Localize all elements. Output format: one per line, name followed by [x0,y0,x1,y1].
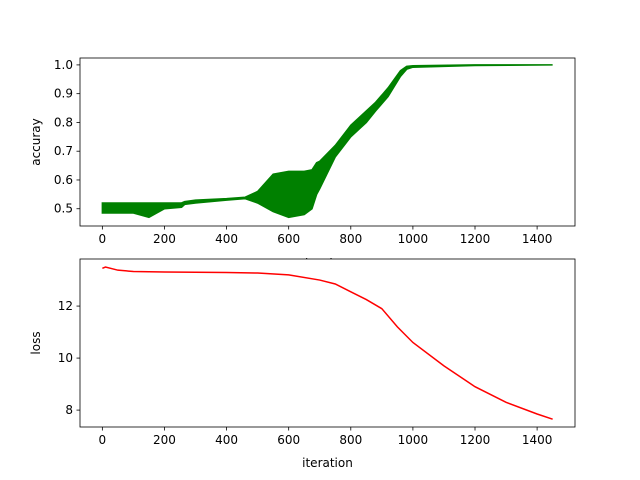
x-tick-label: 400 [215,433,238,447]
x-tick-label: 800 [339,232,362,246]
y-tick-label: 0.5 [54,202,73,216]
plot-area [80,58,575,226]
y-tick-label: 8 [65,403,73,417]
plot-area [80,259,575,427]
y-tick-label: 12 [58,299,73,313]
axes-frame [79,57,576,227]
x-tick-label: 1400 [522,232,553,246]
x-tick-label: 200 [153,433,176,447]
x-tick-label: 1400 [522,433,553,447]
accuracy-series [101,64,553,219]
accuracy-ylabel: accuray [29,118,43,166]
y-tick-label: 1.0 [54,58,73,72]
loss-series [102,266,553,420]
x-tick-label: 600 [277,232,300,246]
x-tick-label: 400 [215,232,238,246]
x-tick-label: 200 [153,232,176,246]
accuracy-axes: iteration 02004006008001000120014000.50.… [29,57,576,269]
loss-ylabel: loss [29,331,43,354]
y-tick-label: 0.8 [54,115,73,129]
loss-xlabel: iteration [302,456,353,470]
x-tick-label: 0 [99,433,107,447]
y-tick-label: 10 [58,351,73,365]
axes-frame [79,258,576,428]
x-tick-label: 1000 [398,433,429,447]
x-tick-label: 0 [99,232,107,246]
loss-axes: 0 200 400 600 800 1000 1200 1400 8 10 12 loss iterat… [29,258,576,470]
x-tick-label: 1200 [460,232,491,246]
x-tick-label: 800 [339,433,362,447]
x-tick-label: 1000 [398,232,429,246]
y-tick-label: 0.9 [54,87,73,101]
y-tick-label: 0.6 [54,173,73,187]
x-tick-label: 600 [277,433,300,447]
y-tick-label: 0.7 [54,144,73,158]
x-tick-label: 1200 [460,433,491,447]
